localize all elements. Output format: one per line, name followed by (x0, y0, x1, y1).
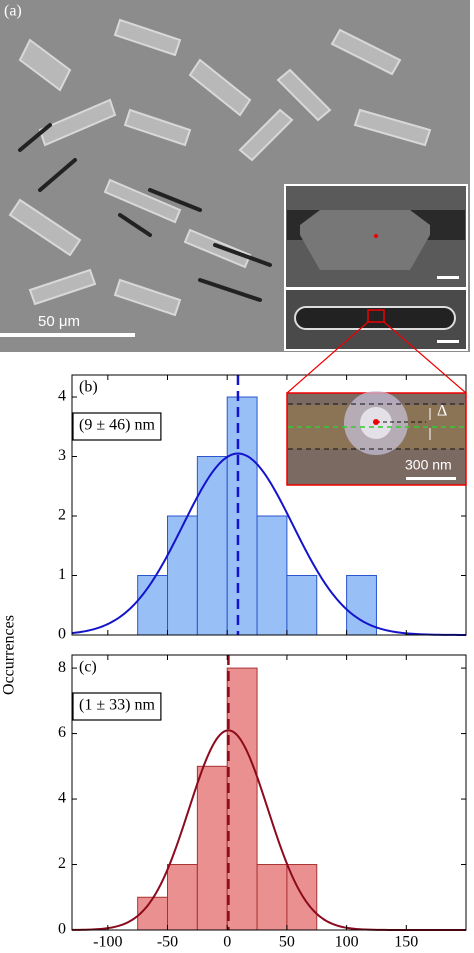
sem-slots (18, 123, 272, 302)
zoom-line (286, 321, 369, 394)
bar (167, 515, 198, 636)
bar (137, 896, 169, 931)
y-tick-label: 0 (58, 626, 66, 643)
annotation: (9 ± 46) nm (79, 417, 155, 434)
sem-image: 50 μm (a) (0, 0, 470, 352)
zoom-line (383, 321, 467, 394)
scalebar (0, 333, 135, 337)
scalebar-label: 50 μm (38, 313, 80, 330)
bar (256, 515, 288, 636)
x-tick-label: 150 (394, 934, 418, 951)
y-axis-label: Occurrences (1, 615, 18, 695)
bar (196, 456, 228, 636)
crystal-membrane (300, 210, 430, 270)
y-tick-label: 0 (58, 921, 66, 938)
zoom-inset: Δ 300 nm (286, 321, 467, 486)
y-tick-label: 8 (58, 659, 66, 676)
bar (226, 396, 258, 636)
annotation: (1 ± 33) nm (79, 697, 155, 714)
inset-scalebar (437, 276, 459, 279)
bar (226, 667, 258, 931)
panel-label: (a) (4, 3, 22, 20)
zoom-box (367, 309, 385, 323)
y-tick-label: 1 (58, 566, 66, 583)
sem-structures (8, 18, 432, 317)
bar (256, 864, 288, 931)
panel-label: (c) (79, 659, 97, 676)
inset-scalebar-label: 300 nm (405, 457, 452, 473)
bar (286, 575, 318, 636)
bar (167, 864, 198, 931)
x-tick-label: 100 (335, 934, 359, 951)
annotation-box (72, 692, 162, 721)
x-tick-label: 0 (223, 934, 231, 951)
y-tick-label: 4 (58, 790, 66, 807)
qd-marker (373, 419, 379, 425)
panel-label: (b) (79, 379, 98, 396)
y-tick-label: 6 (58, 724, 66, 741)
x-tick-label: -50 (157, 934, 178, 951)
x-tick-label: -100 (93, 934, 122, 951)
annotation-box (72, 412, 162, 441)
bar (137, 575, 169, 636)
qd-marker (374, 234, 378, 238)
waveguide-body (294, 306, 456, 330)
inset-scalebar (406, 477, 456, 480)
bar (196, 765, 228, 931)
plot-frame (71, 654, 467, 931)
y-tick-label: 2 (58, 855, 66, 872)
plot-frame (71, 374, 467, 636)
y-tick-label: 3 (58, 447, 66, 464)
x-tick-label: 50 (279, 934, 295, 951)
y-tick-label: 2 (58, 507, 66, 524)
fit-curve (71, 452, 467, 636)
inset-scalebar (437, 340, 459, 343)
y-tick-label: 4 (58, 388, 66, 405)
delta-label: Δ (437, 403, 447, 420)
